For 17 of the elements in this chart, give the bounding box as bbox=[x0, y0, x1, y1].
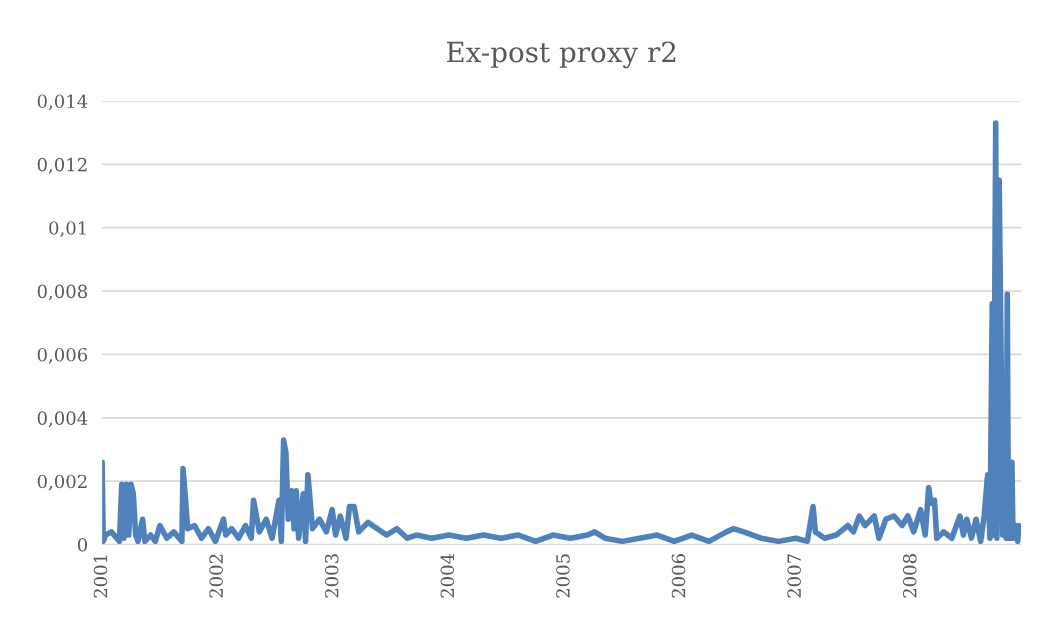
y-tick-label: 0,01 bbox=[49, 221, 86, 238]
y-tick-label: 0,012 bbox=[37, 157, 87, 174]
x-tick-label: 2005 bbox=[556, 554, 570, 598]
x-tick-label: 2008 bbox=[902, 554, 917, 598]
chart-title: Ex-post proxy r2 bbox=[446, 41, 676, 69]
y-tick-label: 0,006 bbox=[37, 347, 88, 364]
y-tick-label: 0,014 bbox=[37, 94, 88, 111]
x-tick-label: 2004 bbox=[440, 553, 455, 598]
y-tick-label: 0 bbox=[77, 538, 88, 552]
x-tick-label: 2007 bbox=[787, 554, 801, 598]
x-tick-label: 2006 bbox=[671, 554, 686, 598]
x-tick-label: 2003 bbox=[324, 554, 339, 598]
y-tick-label: 0,002 bbox=[37, 474, 87, 491]
y-tick-label: 0,004 bbox=[37, 411, 88, 428]
x-tick-label: 2001 bbox=[93, 555, 108, 598]
x-tick-label: 2002 bbox=[209, 554, 223, 598]
y-tick-label: 0,008 bbox=[37, 284, 88, 301]
